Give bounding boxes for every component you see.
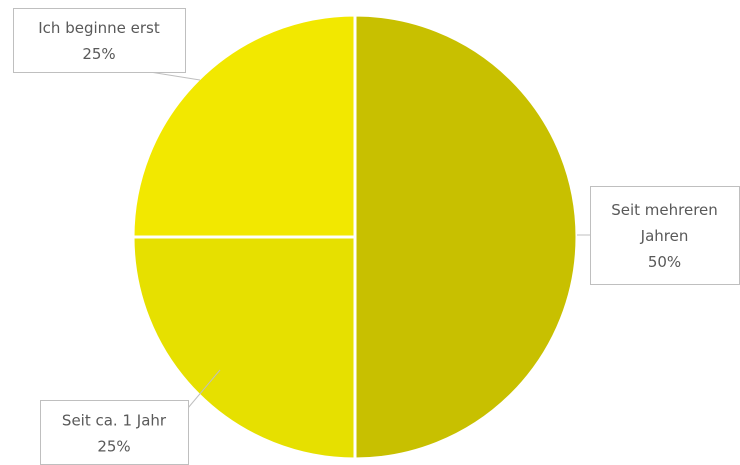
callout-ich-beginne-erst: Ich beginne erst 25% <box>13 8 201 81</box>
data-label-category: Seit mehreren <box>611 201 718 219</box>
data-label-percent: 50% <box>648 253 681 271</box>
data-label-category: Seit ca. 1 Jahr <box>62 412 167 430</box>
callout-box <box>40 400 189 465</box>
data-label-category: Jahren <box>640 227 689 245</box>
callout-seit-mehreren-jahren: Seit mehreren Jahren 50% <box>577 186 740 285</box>
callout-seit-ca-1-jahr: Seit ca. 1 Jahr 25% <box>40 369 221 465</box>
data-label-percent: 25% <box>97 438 130 456</box>
pie-slice-seit-mehreren-jahren <box>353 13 579 461</box>
pie-slice-seit-ca-1-jahr <box>131 235 357 461</box>
data-label-percent: 25% <box>82 45 115 63</box>
callout-box <box>590 186 740 285</box>
callout-leader-line <box>187 369 221 409</box>
callout-leader-line <box>149 71 201 81</box>
pie-slices <box>131 13 579 461</box>
data-label-category: Ich beginne erst <box>38 19 160 37</box>
data-label-callouts: Seit mehreren Jahren 50% Seit ca. 1 Jahr 25%… <box>13 8 740 465</box>
callout-box <box>13 8 186 73</box>
